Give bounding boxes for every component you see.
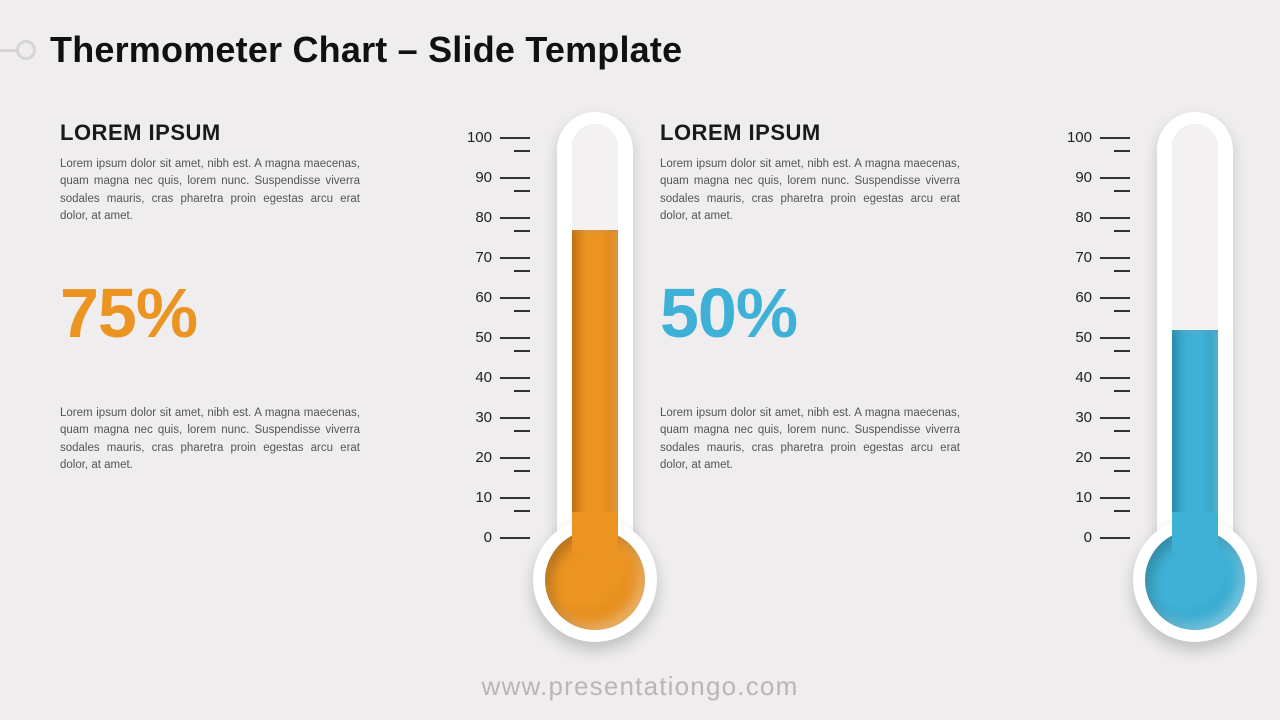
tick-minor — [514, 470, 530, 472]
tick-label: 20 — [464, 449, 500, 466]
percentage-value: 75% — [60, 273, 430, 353]
panel-2: LOREM IPSUM Lorem ipsum dolor sit amet, n… — [660, 108, 1260, 650]
tick-minor — [514, 310, 530, 312]
tick-major: 90 — [440, 169, 530, 186]
tick-label: 100 — [464, 129, 500, 146]
footer: www.presentationgo.com — [0, 671, 1280, 702]
panel-paragraph-top: Lorem ipsum dolor sit amet, nibh est. A … — [660, 156, 960, 225]
tick-major: 100 — [1040, 129, 1130, 146]
tick-minor — [514, 390, 530, 392]
tick-major: 20 — [440, 449, 530, 466]
tick-label: 60 — [1064, 289, 1100, 306]
tick-label: 30 — [464, 409, 500, 426]
tick-major: 10 — [1040, 489, 1130, 506]
percentage-value: 50% — [660, 273, 1030, 353]
tick-major: 20 — [1040, 449, 1130, 466]
tick-minor — [1114, 230, 1130, 232]
thermometer-scale: 1009080706050403020100 — [1040, 130, 1130, 530]
tick-minor — [514, 270, 530, 272]
tick-label: 40 — [464, 369, 500, 386]
tick-label: 60 — [464, 289, 500, 306]
tick-minor — [514, 230, 530, 232]
tick-minor — [1114, 150, 1130, 152]
panel-paragraph-top: Lorem ipsum dolor sit amet, nibh est. A … — [60, 156, 360, 225]
tick-label: 10 — [464, 489, 500, 506]
panel-heading: LOREM IPSUM — [60, 120, 430, 146]
thermometer-inner-tube — [1172, 124, 1218, 544]
panel-paragraph-bottom: Lorem ipsum dolor sit amet, nibh est. A … — [60, 405, 360, 474]
tick-label: 20 — [1064, 449, 1100, 466]
tick-minor — [1114, 310, 1130, 312]
tick-major: 60 — [1040, 289, 1130, 306]
tick-minor — [1114, 390, 1130, 392]
tick-minor — [1114, 430, 1130, 432]
tick-major: 80 — [440, 209, 530, 226]
panel-1: LOREM IPSUM Lorem ipsum dolor sit amet, n… — [60, 108, 660, 650]
tick-major: 50 — [1040, 329, 1130, 346]
tick-minor — [514, 430, 530, 432]
tick-label: 50 — [464, 329, 500, 346]
thermometer-connector — [572, 512, 618, 552]
tick-label: 0 — [464, 529, 500, 546]
tick-label: 70 — [464, 249, 500, 266]
tick-major: 40 — [440, 369, 530, 386]
panel-heading: LOREM IPSUM — [660, 120, 1030, 146]
tick-label: 10 — [1064, 489, 1100, 506]
panel-paragraph-bottom: Lorem ipsum dolor sit amet, nibh est. A … — [660, 405, 960, 474]
tick-minor — [514, 150, 530, 152]
slide-title: Thermometer Chart – Slide Template — [50, 29, 682, 71]
title-bar: Thermometer Chart – Slide Template — [0, 20, 1280, 80]
tick-major: 40 — [1040, 369, 1130, 386]
tick-minor — [514, 510, 530, 512]
tick-major: 50 — [440, 329, 530, 346]
footer-text: www.presentationgo.com — [482, 671, 799, 701]
thermometer — [1140, 112, 1250, 652]
tick-major: 0 — [1040, 529, 1130, 546]
thermometer-wrap: 1009080706050403020100 — [1040, 104, 1250, 664]
tick-minor — [514, 350, 530, 352]
tick-major: 60 — [440, 289, 530, 306]
tick-minor — [1114, 190, 1130, 192]
thermometer-wrap: 1009080706050403020100 — [440, 104, 650, 664]
tick-major: 10 — [440, 489, 530, 506]
thermometer-scale: 1009080706050403020100 — [440, 130, 530, 530]
tick-minor — [1114, 470, 1130, 472]
tick-major: 100 — [440, 129, 530, 146]
tick-label: 80 — [464, 209, 500, 226]
tick-label: 40 — [1064, 369, 1100, 386]
tick-label: 90 — [464, 169, 500, 186]
thermometer — [540, 112, 650, 652]
thermometer-inner-tube — [572, 124, 618, 544]
tick-major: 80 — [1040, 209, 1130, 226]
tick-minor — [514, 190, 530, 192]
tick-minor — [1114, 270, 1130, 272]
tick-label: 50 — [1064, 329, 1100, 346]
title-bullet-icon — [0, 36, 40, 64]
tick-minor — [1114, 350, 1130, 352]
tick-label: 80 — [1064, 209, 1100, 226]
tick-major: 0 — [440, 529, 530, 546]
tick-label: 0 — [1064, 529, 1100, 546]
panels-container: LOREM IPSUM Lorem ipsum dolor sit amet, n… — [60, 108, 1260, 650]
thermometer-connector — [1172, 512, 1218, 552]
tick-label: 30 — [1064, 409, 1100, 426]
tick-label: 100 — [1064, 129, 1100, 146]
tick-minor — [1114, 510, 1130, 512]
tick-label: 90 — [1064, 169, 1100, 186]
tick-major: 70 — [440, 249, 530, 266]
tick-major: 90 — [1040, 169, 1130, 186]
tick-major: 70 — [1040, 249, 1130, 266]
tick-major: 30 — [440, 409, 530, 426]
thermometer-fill — [572, 230, 618, 544]
tick-major: 30 — [1040, 409, 1130, 426]
tick-label: 70 — [1064, 249, 1100, 266]
